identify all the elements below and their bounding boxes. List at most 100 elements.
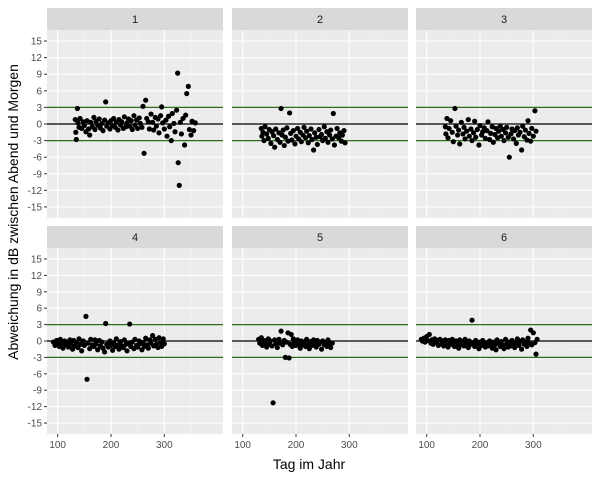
data-point — [192, 120, 198, 126]
data-point — [533, 128, 539, 134]
data-point — [171, 120, 177, 127]
data-point — [160, 336, 166, 342]
data-point — [319, 346, 325, 352]
data-point — [172, 129, 178, 135]
data-point — [121, 337, 127, 343]
data-point — [458, 119, 464, 125]
data-point — [264, 131, 270, 137]
data-point — [476, 142, 482, 148]
data-point — [262, 124, 268, 130]
data-point — [506, 154, 512, 160]
data-point — [148, 111, 154, 117]
x-tick-label: 200 — [288, 440, 305, 451]
data-point — [498, 133, 504, 139]
data-point — [140, 103, 146, 109]
y-tick-label: 6 — [36, 86, 42, 97]
data-point — [77, 115, 83, 122]
data-point — [522, 339, 528, 345]
data-point — [466, 133, 472, 139]
data-point — [271, 133, 277, 139]
x-tick-label: 100 — [49, 440, 66, 451]
data-point — [487, 136, 493, 143]
data-point — [472, 118, 478, 124]
data-point — [514, 125, 520, 131]
data-point — [288, 331, 294, 338]
data-point — [532, 108, 538, 114]
y-axis-ticks: 15 12 9 6 3 0 -3 -6 -9 -12 -15 15 12 9 6 3 0 -3 -6 -9 -12 -15 — [28, 37, 47, 430]
data-point — [474, 126, 480, 133]
data-point — [88, 119, 94, 125]
data-point — [311, 147, 317, 153]
data-point — [111, 115, 117, 122]
data-point — [141, 150, 147, 156]
data-point — [92, 126, 98, 133]
data-point — [129, 126, 135, 133]
data-point — [508, 131, 514, 137]
data-point — [457, 141, 463, 147]
data-point — [79, 348, 85, 354]
y-tick-label: -9 — [33, 386, 42, 397]
data-point — [450, 139, 456, 145]
data-point — [295, 125, 301, 132]
data-point — [169, 110, 175, 117]
data-point — [305, 140, 311, 146]
data-point — [121, 114, 127, 120]
data-point — [73, 340, 79, 346]
data-point — [448, 118, 454, 124]
data-point — [443, 131, 449, 137]
facet-strip — [47, 8, 223, 30]
data-point — [183, 112, 189, 118]
data-point — [73, 136, 79, 143]
data-point — [99, 339, 105, 345]
data-point — [84, 376, 90, 382]
data-point — [185, 83, 191, 89]
data-point — [95, 347, 101, 353]
data-point — [530, 330, 536, 336]
data-point — [87, 132, 93, 138]
x-axis-ticks: 100 200 300 100 200 300 100 200 300 — [49, 434, 542, 451]
facet-strip — [232, 8, 408, 30]
data-point — [91, 114, 97, 120]
data-point — [146, 126, 152, 132]
data-point — [131, 113, 137, 119]
data-point — [177, 119, 183, 125]
data-point — [525, 118, 531, 124]
data-point — [453, 123, 459, 129]
data-point — [329, 340, 335, 346]
data-point — [456, 127, 462, 133]
data-point — [469, 137, 475, 144]
facet-strip — [47, 226, 223, 248]
data-point — [277, 139, 283, 145]
x-axis-title: Tag im Jahr — [273, 456, 346, 472]
data-point — [80, 338, 86, 344]
y-axis-title: Abweichung in dB zwischen Abend und Morg… — [5, 64, 21, 360]
data-point — [178, 131, 184, 137]
data-point — [304, 336, 310, 342]
facet-strip-label: 3 — [501, 14, 507, 26]
data-point — [445, 135, 451, 141]
data-point — [143, 97, 149, 103]
data-point — [513, 140, 519, 146]
facet-strip — [232, 226, 408, 248]
data-point — [153, 123, 159, 129]
data-point — [176, 182, 182, 188]
data-point — [265, 135, 271, 141]
y-tick-label: 3 — [36, 320, 42, 331]
data-point — [124, 348, 130, 354]
data-point — [292, 141, 298, 147]
data-point — [329, 136, 335, 142]
y-tick-label: -3 — [33, 136, 42, 147]
data-point — [461, 124, 467, 130]
data-point — [167, 124, 173, 130]
data-point — [290, 128, 296, 134]
data-point — [75, 120, 81, 126]
data-point — [113, 336, 119, 342]
x-tick-label: 300 — [525, 440, 542, 451]
facet-panel-3: 3 — [416, 8, 592, 218]
facet-panel-2: 2 — [232, 8, 408, 218]
data-point — [175, 160, 181, 166]
data-point — [289, 137, 295, 143]
data-point — [520, 123, 526, 129]
y-tick-label: -15 — [28, 419, 43, 430]
